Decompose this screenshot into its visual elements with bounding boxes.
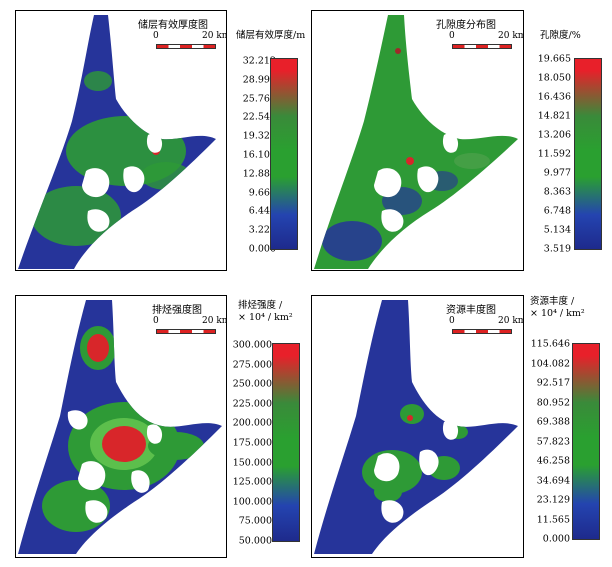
legend-tick-label: 6.442 [248,205,276,217]
map-frame-expulsion: 排烃强度图 0 20 km [15,295,227,558]
scale-graphic [156,329,216,334]
legend-tick-label: 22.548 [242,111,276,123]
porosity-contours [322,48,490,261]
legend-tick-label: 11.565 [536,514,570,525]
map-title-thickness: 储层有效厚度图 [138,20,208,31]
legend-tick-label: 13.206 [537,129,571,141]
scale-distance: 20 km [498,316,524,326]
legend-title-line2: × 10⁴ / km² [530,308,585,319]
legend-tick-label: 9.664 [248,187,276,199]
scale-bar: 0 20 km [449,31,523,49]
legend-bar-thickness [270,58,298,250]
scale-zero: 0 [153,31,159,41]
map-title-abundance: 资源丰度图 [446,305,496,316]
scale-zero: 0 [153,316,159,326]
scale-graphic [452,44,512,49]
legend-title-porosity: 孔隙度/% [540,30,581,42]
scale-bar: 0 20 km [449,316,523,334]
scale-graphic [156,44,216,49]
legend-title-line1: 排烃强度 / [238,300,283,311]
legend-tick-label: 225.000 [232,398,272,410]
map-title-expulsion: 排烃强度图 [152,305,202,316]
legend-tick-label: 28.991 [242,74,276,86]
legend-tick-label: 11.592 [537,148,571,160]
legend-tick-label: 150.000 [232,457,272,469]
legend-tick-label: 3.519 [543,243,571,255]
legend-tick-label: 69.388 [536,416,570,428]
legend-title-line1: 资源丰度 / [530,296,575,307]
map-expulsion [18,300,222,554]
legend-ticks-expulsion: 300.000 275.000 250.000 225.000 200.000 175.0… [226,340,272,547]
legend-tick-label: 57.823 [536,436,570,447]
legend-tick-label: 16.436 [537,91,571,103]
holes-thickness [82,133,163,232]
legend-tick-label: 16.106 [242,149,276,161]
holes-porosity [374,133,459,232]
scale-distance: 20 km [202,31,226,41]
map-title-porosity: 孔隙度分布图 [436,20,496,31]
legend-ticks-abundance: 115.646 104.082 92.517 80.952 69.388 57.823 46… [524,339,570,545]
scale-graphic [452,329,512,334]
legend-title-line2: × 10⁴ / km² [238,312,293,323]
legend-tick-label: 200.000 [232,417,272,429]
basin-outline [314,15,518,269]
scale-distance: 20 km [202,316,226,326]
legend-tick-label: 175.000 [232,437,272,449]
legend-ticks-porosity: 19.665 18.050 16.436 14.821 13.206 11.592 9.97… [525,54,571,255]
legend-tick-label: 9.977 [543,167,571,179]
legend-tick-label: 250.000 [232,378,272,390]
legend-bar-expulsion [272,343,300,542]
map-frame-thickness: 储层有效厚度图 0 20 km [15,10,227,271]
legend-tick-label: 5.134 [543,224,571,236]
map-thickness [18,15,216,269]
legend-tick-label: 34.694 [536,475,570,486]
legend-tick-label: 50.000 [238,535,272,547]
legend-tick-label: 115.646 [530,338,570,350]
legend-tick-label: 32.212 [242,55,276,67]
scale-distance: 20 km [498,31,524,41]
holes-abundance [374,420,459,523]
legend-tick-label: 19.327 [242,130,276,142]
scale-zero: 0 [449,316,455,326]
legend-tick-label: 75.000 [238,515,272,527]
legend-tick-label: 23.129 [536,494,570,506]
map-abundance [314,300,518,554]
legend-tick-label: 12.885 [242,168,276,180]
legend-tick-label: 25.769 [242,93,276,105]
legend-tick-label: 275.000 [232,359,272,371]
map-porosity [314,15,518,269]
legend-bar-abundance [572,343,600,540]
legend-tick-label: 19.665 [537,53,571,65]
legend-title-thickness: 储层有效厚度/m [236,30,305,42]
legend-title-abundance: 资源丰度 / × 10⁴ / km² [530,296,585,320]
legend-tick-label: 46.258 [536,455,570,467]
legend-tick-label: 18.050 [537,72,571,84]
scale-zero: 0 [449,31,455,41]
basin-outline [314,300,518,554]
scale-bar: 0 20 km [153,31,226,49]
legend-tick-label: 104.082 [530,358,570,369]
legend-tick-label: 300.000 [232,339,272,351]
holes-expulsion [67,410,163,523]
legend-tick-label: 6.748 [543,205,571,217]
legend-tick-label: 125.000 [232,476,272,488]
legend-tick-label: 8.363 [543,186,571,198]
legend-tick-label: 80.952 [536,397,570,408]
legend-ticks-thickness: 32.212 28.991 25.769 22.548 19.327 16.106 12.8… [230,56,276,255]
legend-tick-label: 92.517 [536,377,570,389]
scale-bar: 0 20 km [153,316,226,334]
map-frame-porosity: 孔隙度分布图 0 20 km [311,10,524,271]
legend-bar-porosity [574,58,602,250]
legend-tick-label: 0.000 [542,533,570,545]
legend-title-line1: 储层有效厚度/m [236,30,306,41]
legend-tick-label: 14.821 [537,110,571,122]
legend-title-line1: 孔隙度/% [540,30,581,41]
legend-tick-label: 3.221 [248,224,276,236]
map-frame-abundance: 资源丰度图 0 20 km [311,295,524,558]
legend-tick-label: 100.000 [232,496,272,508]
legend-title-expulsion: 排烃强度 / × 10⁴ / km² [238,300,293,324]
legend-tick-label: 0.000 [248,243,276,255]
